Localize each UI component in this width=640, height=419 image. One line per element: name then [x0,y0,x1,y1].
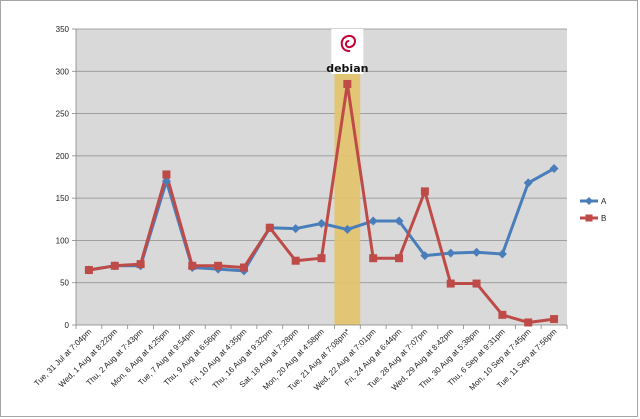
gridlines [76,28,567,284]
plot-area [76,29,567,325]
data-point-B [343,79,352,88]
data-point-B [524,318,533,327]
data-point-B [369,254,378,263]
legend-label-A: A [601,197,607,206]
data-point-B [395,254,404,263]
data-point-B [317,254,326,263]
data-point-A [549,164,559,174]
data-point-B [136,260,145,269]
data-point-B [550,315,559,324]
y-tick-label: 300 [56,67,70,76]
y-tick-label: 150 [56,194,70,203]
debian-logo: debian [326,29,368,75]
highlight-band-rect [334,29,361,325]
data-point-B [110,261,119,270]
y-tick-label: 200 [56,152,70,161]
data-point-A [523,178,533,188]
data-point-A [161,176,171,186]
y-tick-label: 0 [65,321,70,330]
y-tick-label: 100 [56,236,70,245]
logo-wordmark: debian [326,62,368,75]
data-point-A [342,224,352,234]
series-layer [84,79,559,327]
data-point-B [446,279,455,288]
data-point-A [497,249,507,259]
data-point-A [420,251,430,261]
data-point-B [420,187,429,196]
data-point-B [472,279,481,288]
data-point-B [188,261,197,270]
legend-marker-B [585,214,593,222]
data-point-A [446,248,456,258]
data-point-A [472,247,482,257]
data-point-B [214,261,223,270]
data-point-A [291,224,301,234]
data-point-A [368,216,378,226]
y-tick-label: 250 [56,110,70,119]
y-tick-label: 50 [60,279,69,288]
data-point-B [84,266,93,275]
legend-label-B: B [601,214,606,223]
data-point-A [317,219,326,229]
legend: AB [580,197,607,223]
data-point-B [265,223,274,232]
highlight-band [334,29,361,325]
y-tick-label: 350 [56,25,70,34]
data-point-B [498,310,507,319]
debian-swirl-icon [340,34,356,52]
data-point-A [394,216,404,226]
data-point-B [291,256,300,265]
legend-marker-A [585,197,593,205]
data-point-B [239,263,248,272]
data-point-B [162,170,171,179]
